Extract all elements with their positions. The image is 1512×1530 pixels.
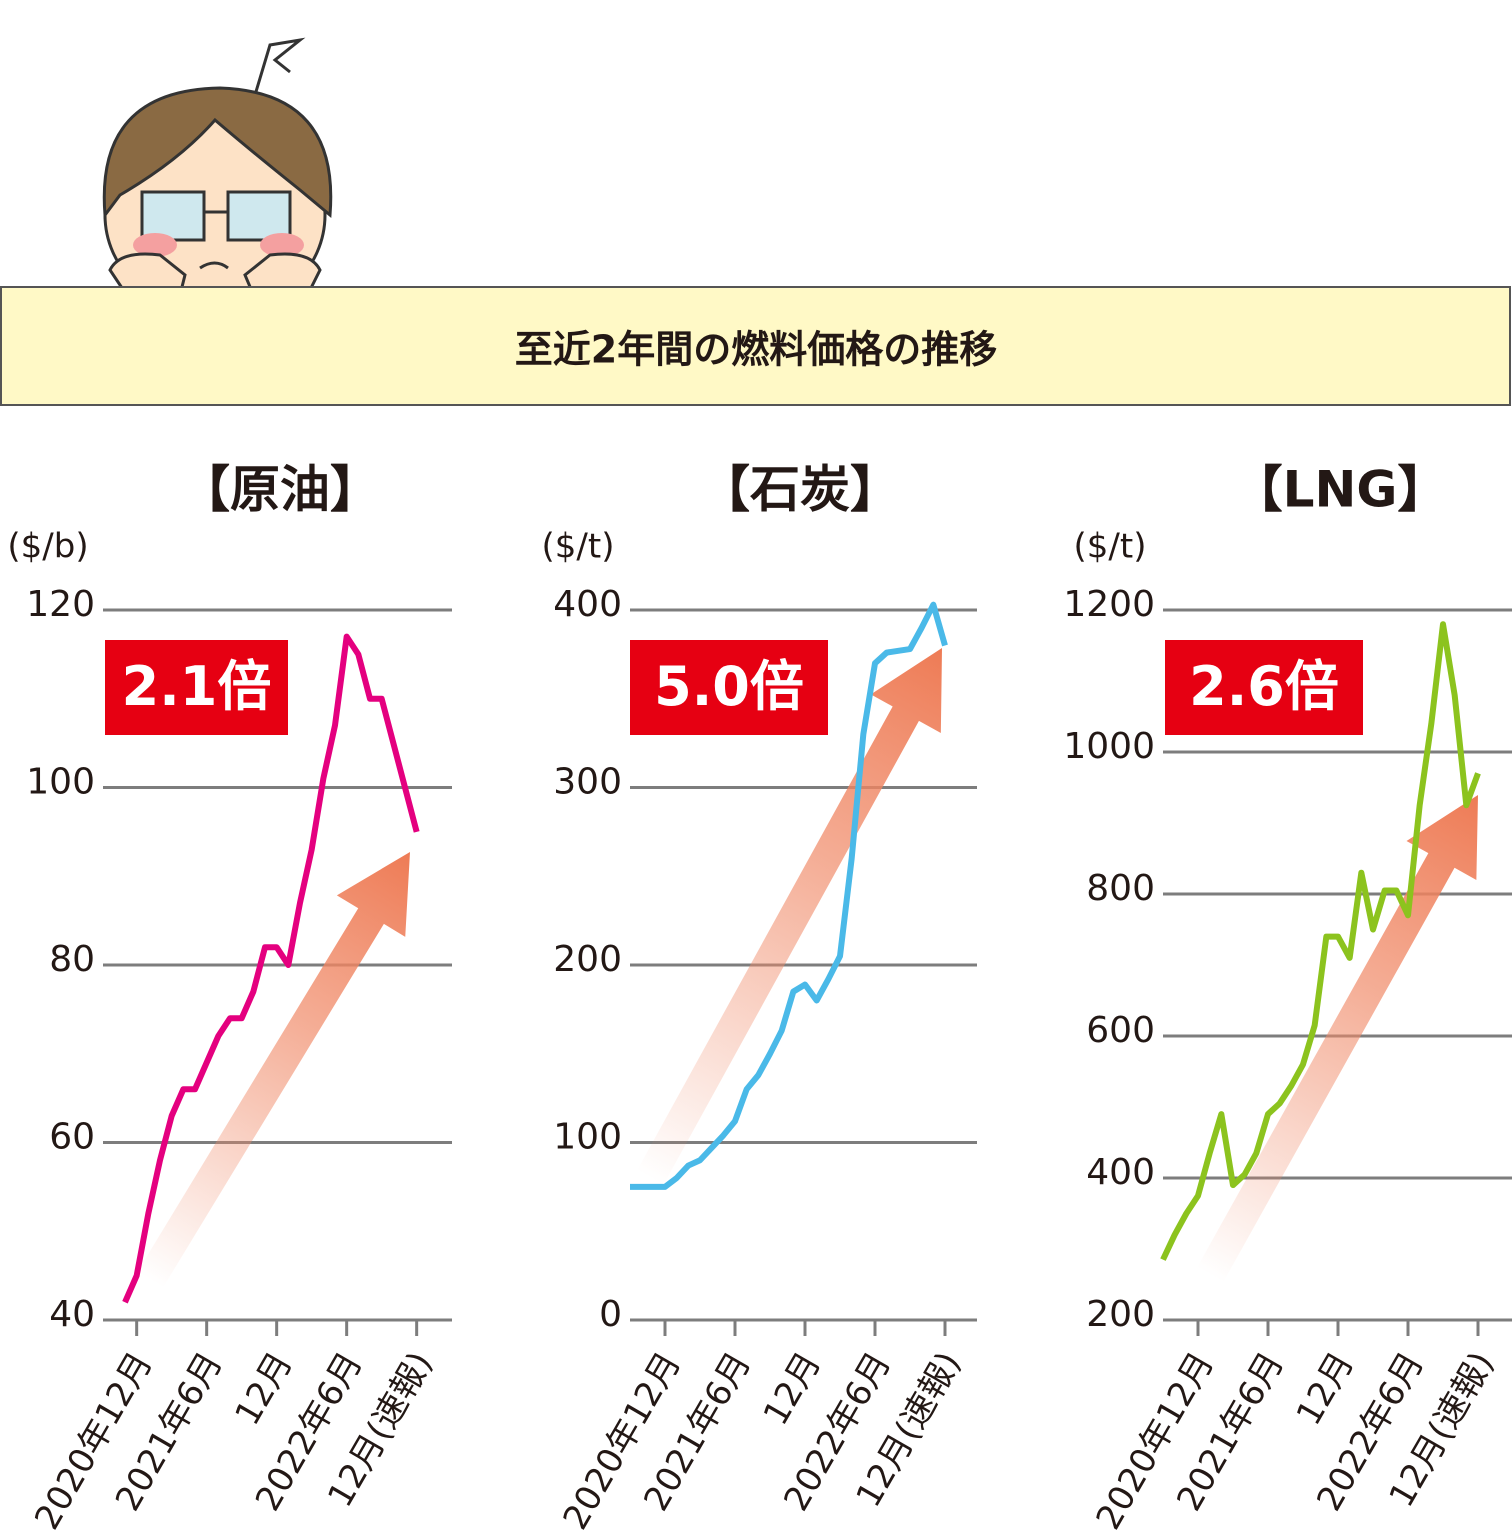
data-line xyxy=(630,601,948,1190)
y-tick-label: 40 xyxy=(49,1294,95,1335)
trend-arrow xyxy=(1196,795,1478,1283)
title-banner xyxy=(0,286,1511,406)
y-tick-label: 600 xyxy=(1086,1010,1155,1051)
trend-arrow xyxy=(137,852,410,1288)
data-line xyxy=(122,633,420,1304)
y-axis-unit: ($/t) xyxy=(542,527,615,567)
y-tick-label: 800 xyxy=(1086,868,1155,909)
x-tick-label: 12月 xyxy=(756,1345,829,1432)
y-tick-label: 200 xyxy=(553,939,622,980)
y-tick-label: 100 xyxy=(26,762,95,803)
chart-title: 【石炭】 xyxy=(700,461,900,519)
x-tick-label: 12月 xyxy=(227,1345,300,1432)
y-tick-label: 80 xyxy=(49,939,95,980)
x-tick-label: 12月 xyxy=(1289,1345,1362,1432)
y-tick-label: 400 xyxy=(1086,1152,1155,1193)
y-axis-unit: ($/t) xyxy=(1074,527,1147,567)
character-illustration xyxy=(102,37,333,317)
y-tick-label: 1000 xyxy=(1063,726,1155,767)
chart-title: 【原油】 xyxy=(180,461,380,519)
badge xyxy=(105,640,288,735)
y-tick-label: 100 xyxy=(553,1117,622,1158)
badge xyxy=(1165,640,1363,735)
y-tick-label: 200 xyxy=(1086,1294,1155,1335)
data-line xyxy=(1160,621,1481,1261)
y-tick-label: 300 xyxy=(553,762,622,803)
y-axis-unit: ($/b) xyxy=(7,527,88,567)
trend-arrow xyxy=(636,648,942,1186)
badge-label: 2.6倍 xyxy=(1189,655,1339,718)
y-tick-label: 120 xyxy=(26,584,95,625)
y-tick-label: 1200 xyxy=(1063,584,1155,625)
y-tick-label: 0 xyxy=(599,1294,622,1335)
badge-label: 5.0倍 xyxy=(654,655,804,718)
chart-title: 【LNG】 xyxy=(1233,461,1448,519)
y-tick-label: 400 xyxy=(553,584,622,625)
badge xyxy=(630,640,828,735)
badge-label: 2.1倍 xyxy=(122,655,272,718)
y-tick-label: 60 xyxy=(49,1117,95,1158)
page-title: 至近2年間の燃料価格の推移 xyxy=(515,328,997,372)
